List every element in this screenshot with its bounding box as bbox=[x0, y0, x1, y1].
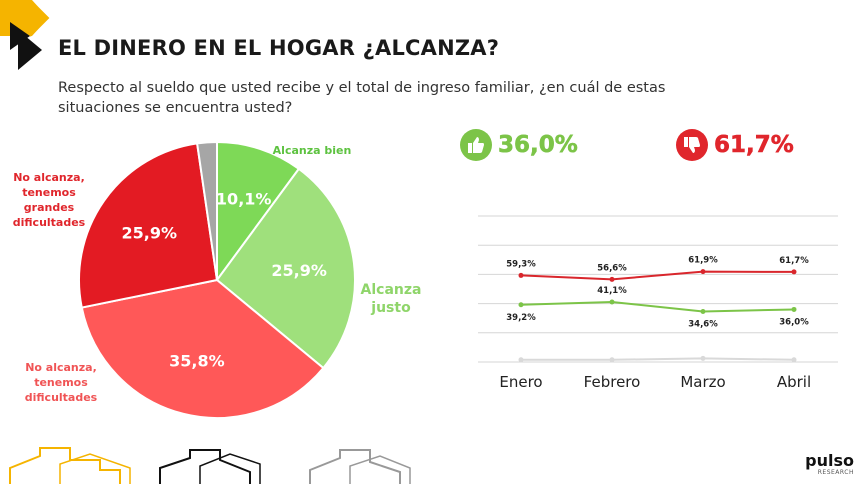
x-tick-label: Abril bbox=[776, 373, 812, 391]
kpi-positive: 36,0% bbox=[460, 129, 578, 161]
pie-slice-label: 25,9% bbox=[121, 223, 177, 242]
label-alcanza-bien: Alcanza bien bbox=[272, 144, 352, 157]
series-point bbox=[700, 269, 706, 275]
page-subtitle: Respecto al sueldo que usted recibe y el… bbox=[58, 80, 666, 116]
pie-chart: 10,1% 25,9% 35,8% 25,9% bbox=[78, 140, 356, 419]
kpi-positive-value: 36,0% bbox=[498, 132, 578, 159]
brand-logo: pulso RESEARCH bbox=[805, 451, 854, 477]
pie-slice-label: 35,8% bbox=[169, 351, 225, 370]
series-line bbox=[520, 300, 795, 313]
data-label: 59,3% bbox=[506, 259, 536, 269]
series-point bbox=[700, 355, 706, 361]
series-line bbox=[520, 270, 795, 281]
series-point bbox=[609, 276, 615, 282]
x-tick-label: Marzo bbox=[680, 373, 726, 391]
data-label: 41,1% bbox=[597, 286, 627, 296]
series-point bbox=[609, 357, 615, 363]
series-point bbox=[518, 357, 524, 363]
decorative-buildings bbox=[9, 447, 411, 484]
series-point bbox=[791, 357, 797, 363]
brand-name: pulso bbox=[805, 451, 854, 470]
page-title: EL DINERO EN EL HOGAR ¿ALCANZA? bbox=[58, 36, 500, 60]
series-point bbox=[609, 299, 615, 305]
pie-slice bbox=[195, 140, 218, 281]
corner-logo bbox=[0, 0, 50, 70]
thumbs-down-icon bbox=[676, 129, 708, 161]
pie-slice-label: 25,9% bbox=[271, 261, 327, 280]
x-tick-label: Enero bbox=[499, 373, 543, 391]
series-point bbox=[518, 272, 524, 278]
data-label: 61,7% bbox=[779, 256, 809, 266]
thumbs-up-icon bbox=[460, 129, 492, 161]
label-alcanza-justo: Alcanza justo bbox=[360, 282, 422, 316]
kpi-negative: 61,7% bbox=[676, 129, 794, 161]
pie-slice bbox=[216, 140, 301, 284]
data-label: 34,6% bbox=[688, 319, 718, 329]
x-tick-label: Febrero bbox=[583, 373, 641, 391]
series-point bbox=[700, 308, 706, 314]
data-label: 36,0% bbox=[779, 317, 809, 327]
series-point bbox=[518, 302, 524, 308]
data-label: 56,6% bbox=[597, 263, 627, 273]
data-label: 61,9% bbox=[688, 256, 718, 266]
series-line bbox=[521, 357, 795, 361]
label-no-alcanza-grandes: No alcanza, tenemos grandes dificultades bbox=[12, 171, 86, 229]
pie-slice-label: 10,1% bbox=[216, 190, 272, 209]
kpi-negative-value: 61,7% bbox=[714, 132, 794, 159]
data-label: 39,2% bbox=[506, 313, 536, 323]
series-point bbox=[791, 306, 797, 312]
series-point bbox=[791, 269, 797, 275]
brand-sub: RESEARCH bbox=[817, 469, 854, 476]
label-no-alcanza-dificultades: No alcanza, tenemos dificultades bbox=[24, 361, 98, 404]
pie-slice bbox=[80, 278, 325, 419]
pie-slice bbox=[215, 167, 356, 370]
pie-slice bbox=[78, 142, 219, 309]
